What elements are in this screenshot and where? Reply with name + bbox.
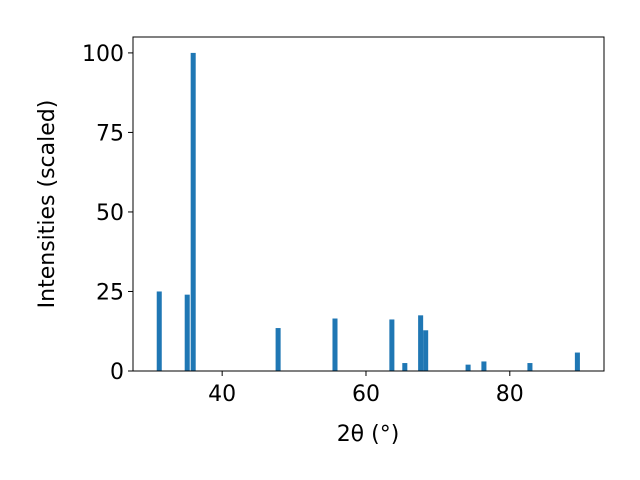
bar — [190, 52, 196, 372]
y-tick-label: 25 — [96, 280, 124, 305]
bar — [389, 319, 395, 371]
bar — [574, 352, 580, 371]
bar — [332, 318, 338, 371]
bar — [418, 315, 424, 371]
bar — [423, 330, 429, 371]
bar — [156, 291, 162, 371]
bar — [275, 328, 281, 371]
x-tick-label: 40 — [208, 382, 236, 407]
y-tick-label: 50 — [96, 201, 124, 226]
plot-frame — [132, 36, 605, 372]
x-tick-label: 60 — [352, 382, 380, 407]
y-tick-label: 75 — [96, 121, 124, 146]
y-axis-label: Intensities (scaled) — [35, 100, 60, 309]
bar — [184, 294, 190, 371]
bar — [481, 361, 487, 371]
x-axis-label: 2θ (°) — [337, 422, 400, 447]
y-tick-label: 0 — [110, 360, 124, 385]
bar — [527, 363, 533, 371]
bar — [465, 364, 471, 371]
x-tick-label: 80 — [496, 382, 524, 407]
y-tick-label: 100 — [82, 42, 124, 67]
bar — [402, 363, 408, 371]
